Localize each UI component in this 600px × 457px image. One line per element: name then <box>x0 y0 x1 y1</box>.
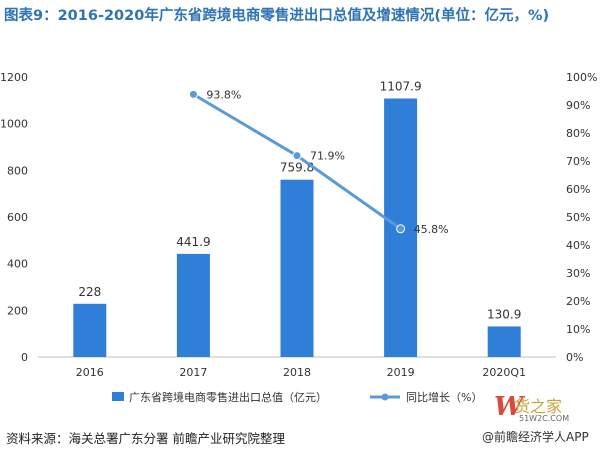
bar-value-label: 228 <box>78 285 101 299</box>
y-left-tick-label: 400 <box>7 258 28 271</box>
y-right-tick-label: 20% <box>566 295 590 308</box>
chart-title: 图表9：2016-2020年广东省跨境电商零售进出口总值及增速情况(单位：亿元，… <box>4 8 550 24</box>
x-tick-label: 2017 <box>179 366 207 379</box>
bar-value-label: 759.8 <box>280 161 314 175</box>
growth-value-label: 71.9% <box>310 150 345 163</box>
bar-value-label: 441.9 <box>176 235 210 249</box>
y-right-tick-label: 80% <box>566 127 590 140</box>
bar-value-label: 130.9 <box>487 307 521 321</box>
y-right-tick-label: 30% <box>566 267 590 280</box>
bar-2017 <box>176 253 210 357</box>
bar-value-label: 1107.9 <box>380 79 422 93</box>
source-note: 资料来源：海关总署广东分署 前瞻产业研究院整理 <box>6 431 285 446</box>
growth-point-2017 <box>188 89 198 99</box>
legend-label-line: 同比增长（%） <box>406 390 482 404</box>
y-left-tick-label: 200 <box>7 304 28 317</box>
x-tick-label: 2020Q1 <box>482 366 526 379</box>
y-left-tick-label: 800 <box>7 164 28 177</box>
y-right-tick-label: 0% <box>566 351 583 364</box>
y-right-tick-label: 50% <box>566 211 590 224</box>
x-tick-label: 2019 <box>387 366 415 379</box>
watermark-brand: 货之家 <box>514 397 563 416</box>
x-tick-label: 2016 <box>76 366 104 379</box>
y-right-tick-label: 10% <box>566 323 590 336</box>
bar-2016 <box>73 303 107 357</box>
y-right-tick-label: 60% <box>566 183 590 196</box>
app-credit: @前瞻经济学人APP <box>482 430 589 444</box>
x-tick-label: 2018 <box>283 366 311 379</box>
growth-value-label: 45.8% <box>414 223 449 236</box>
growth-point-2018 <box>292 151 302 161</box>
watermark-url: 51W2C.COM <box>519 414 570 423</box>
y-right-tick-label: 100% <box>566 71 597 84</box>
y-right-tick-label: 90% <box>566 99 590 112</box>
bar-2020Q1 <box>487 326 521 357</box>
y-right-tick-label: 70% <box>566 155 590 168</box>
legend-marker-line <box>381 393 389 401</box>
y-left-tick-label: 1000 <box>0 118 28 131</box>
legend-swatch-bar <box>112 392 124 401</box>
bar-2018 <box>280 179 314 357</box>
y-left-tick-label: 1200 <box>0 71 28 84</box>
y-left-tick-label: 600 <box>7 211 28 224</box>
growth-value-label: 93.8% <box>206 88 241 101</box>
y-right-tick-label: 40% <box>566 239 590 252</box>
y-left-tick-label: 0 <box>21 351 28 364</box>
growth-point-2019 <box>396 224 406 234</box>
watermark-logo: W <box>494 392 524 422</box>
legend-label-bar: 广东省跨境电商零售进出口总值（亿元） <box>129 390 327 404</box>
